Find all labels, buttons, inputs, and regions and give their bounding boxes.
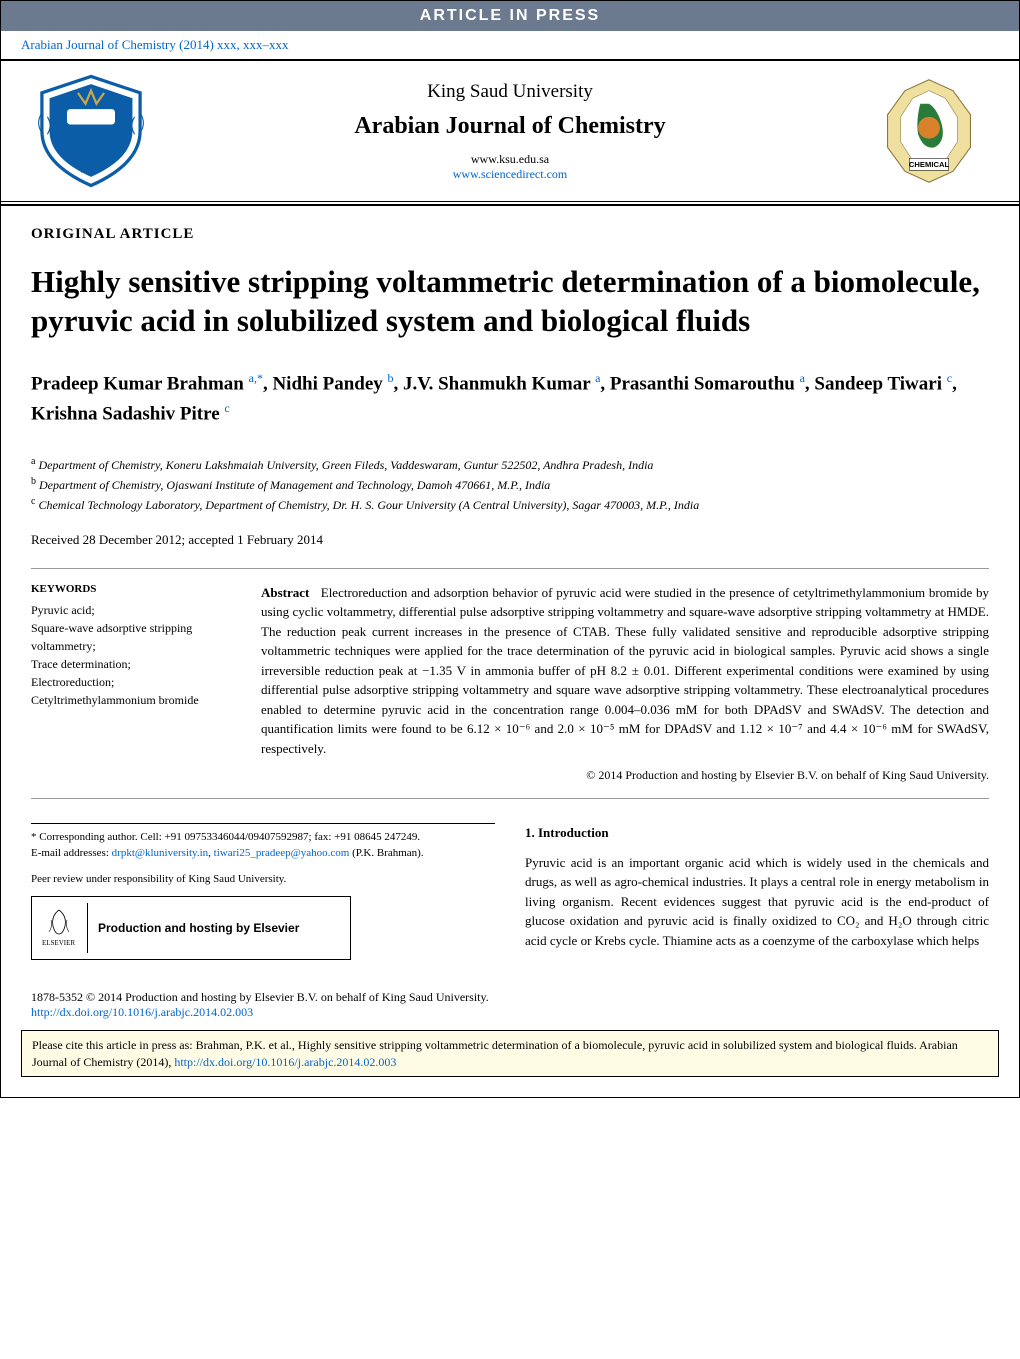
page-container: ARTICLE IN PRESS Arabian Journal of Chem… bbox=[0, 0, 1020, 1098]
hosting-text: Production and hosting by Elsevier bbox=[98, 919, 299, 937]
masthead: 1957 King Saud University Arabian Journa… bbox=[1, 61, 1019, 201]
article-body: ORIGINAL ARTICLE Highly sensitive stripp… bbox=[1, 206, 1019, 980]
footer-copyright-text: 1878-5352 © 2014 Production and hosting … bbox=[31, 990, 489, 1004]
peer-review-note: Peer review under responsibility of King… bbox=[31, 871, 495, 888]
article-in-press-banner: ARTICLE IN PRESS bbox=[1, 1, 1019, 31]
keywords-heading: KEYWORDS bbox=[31, 583, 231, 595]
journal-urls: www.ksu.edu.sa www.sciencedirect.com bbox=[181, 152, 839, 182]
corresp-name: (P.K. Brahman). bbox=[349, 847, 423, 859]
two-column-layout: * Corresponding author. Cell: +91 097533… bbox=[31, 823, 989, 959]
divider bbox=[1, 201, 1019, 202]
keywords-column: KEYWORDS Pyruvic acid;Square-wave adsorp… bbox=[31, 583, 231, 785]
corresp-phone: * Corresponding author. Cell: +91 097533… bbox=[31, 830, 495, 845]
abstract-label: Abstract bbox=[261, 585, 309, 600]
elsevier-tree-icon: ELSEVIER bbox=[38, 903, 88, 953]
masthead-center: King Saud University Arabian Journal of … bbox=[181, 81, 839, 182]
keyword-item: Electroreduction; bbox=[31, 673, 231, 691]
elsevier-label: ELSEVIER bbox=[42, 938, 75, 949]
keyword-item: Pyruvic acid; bbox=[31, 601, 231, 619]
introduction-text: Pyruvic acid is an important organic aci… bbox=[525, 853, 989, 951]
email-link-2[interactable]: tiwari25_pradeep@yahoo.com bbox=[214, 847, 350, 859]
abstract-text: Electroreduction and adsorption behavior… bbox=[261, 585, 989, 756]
svg-text:1957: 1957 bbox=[80, 164, 102, 175]
keywords-list: Pyruvic acid;Square-wave adsorptive stri… bbox=[31, 601, 231, 709]
email-prefix: E-mail addresses: bbox=[31, 847, 112, 859]
authors: Pradeep Kumar Brahman a,*, Nidhi Pandey … bbox=[31, 369, 989, 430]
abstract-column: Abstract Electroreduction and adsorption… bbox=[261, 583, 989, 785]
sciencedirect-link[interactable]: www.sciencedirect.com bbox=[453, 167, 568, 181]
cite-text: Please cite this article in press as: Br… bbox=[32, 1038, 958, 1069]
cite-doi-link[interactable]: http://dx.doi.org/10.1016/j.arabjc.2014.… bbox=[174, 1055, 396, 1069]
right-column: 1. Introduction Pyruvic acid is an impor… bbox=[525, 823, 989, 959]
journal-name: Arabian Journal of Chemistry bbox=[181, 113, 839, 140]
affiliation-item: a Department of Chemistry, Koneru Lakshm… bbox=[31, 454, 989, 474]
elsevier-hosting-box: ELSEVIER Production and hosting by Elsev… bbox=[31, 896, 351, 960]
article-type: ORIGINAL ARTICLE bbox=[31, 226, 989, 243]
abstract-section: KEYWORDS Pyruvic acid;Square-wave adsorp… bbox=[31, 568, 989, 800]
citation-line: Arabian Journal of Chemistry (2014) xxx,… bbox=[1, 31, 1019, 59]
chemical-society-logo: CHEMICAL bbox=[859, 71, 999, 191]
keyword-item: Cetyltrimethylammonium bromide bbox=[31, 691, 231, 709]
introduction-heading: 1. Introduction bbox=[525, 823, 989, 843]
university-name: King Saud University bbox=[181, 81, 839, 103]
abstract-copyright: © 2014 Production and hosting by Elsevie… bbox=[261, 766, 989, 784]
affiliation-item: c Chemical Technology Laboratory, Depart… bbox=[31, 494, 989, 514]
svg-text:CHEMICAL: CHEMICAL bbox=[909, 160, 950, 169]
corresponding-author-box: * Corresponding author. Cell: +91 097533… bbox=[31, 823, 495, 861]
email-link-1[interactable]: drpkt@kluniversity.in bbox=[112, 847, 209, 859]
url-plain: www.ksu.edu.sa bbox=[471, 152, 549, 166]
ksu-shield-logo: 1957 bbox=[21, 71, 161, 191]
article-title: Highly sensitive stripping voltammetric … bbox=[31, 263, 989, 341]
footer-doi-link[interactable]: http://dx.doi.org/10.1016/j.arabjc.2014.… bbox=[31, 1005, 253, 1019]
footer-copyright: 1878-5352 © 2014 Production and hosting … bbox=[1, 980, 1019, 1024]
keyword-item: Square-wave adsorptive stripping voltamm… bbox=[31, 619, 231, 655]
left-column: * Corresponding author. Cell: +91 097533… bbox=[31, 823, 495, 959]
affiliations: a Department of Chemistry, Koneru Lakshm… bbox=[31, 454, 989, 514]
received-dates: Received 28 December 2012; accepted 1 Fe… bbox=[31, 532, 989, 548]
citation-link[interactable]: Arabian Journal of Chemistry (2014) xxx,… bbox=[21, 37, 289, 52]
cite-this-article-box: Please cite this article in press as: Br… bbox=[21, 1030, 999, 1078]
corresp-emails: E-mail addresses: drpkt@kluniversity.in,… bbox=[31, 846, 495, 861]
keyword-item: Trace determination; bbox=[31, 655, 231, 673]
affiliation-item: b Department of Chemistry, Ojaswani Inst… bbox=[31, 474, 989, 494]
